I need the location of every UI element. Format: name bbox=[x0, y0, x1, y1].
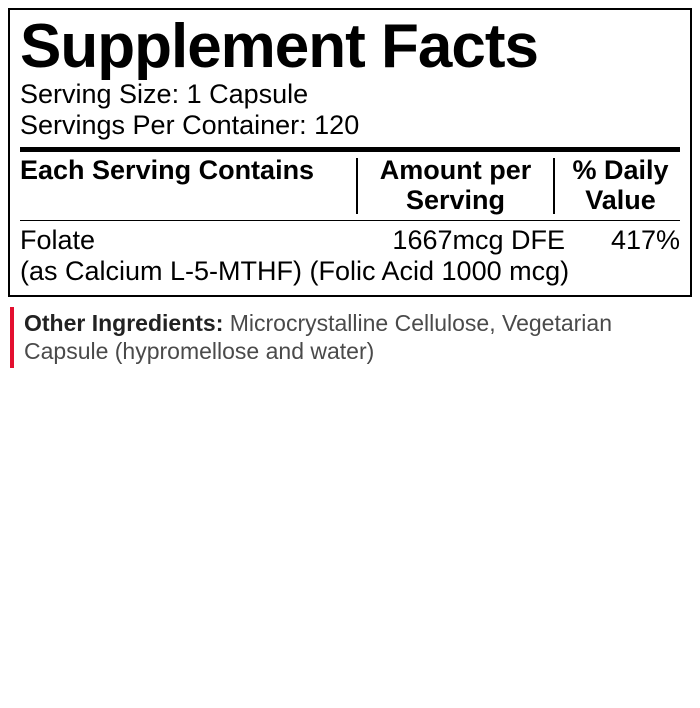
serving-size-value: 1 Capsule bbox=[187, 79, 309, 109]
col-header-amount: Amount per Serving bbox=[358, 156, 553, 215]
other-ingredients-label: Other Ingredients: bbox=[24, 310, 223, 336]
table-row: Folate 1667mcg DFE 417% bbox=[20, 225, 680, 256]
divider-heavy bbox=[20, 147, 680, 152]
serving-size-label: Serving Size: bbox=[20, 79, 179, 109]
supplement-facts-panel: Supplement Facts Serving Size: 1 Capsule… bbox=[8, 8, 692, 297]
servings-per-line: Servings Per Container: 120 bbox=[20, 110, 680, 141]
ingredient-dv: 417% bbox=[565, 225, 680, 256]
col-header-name: Each Serving Contains bbox=[20, 156, 356, 215]
servings-per-value: 120 bbox=[314, 110, 359, 140]
servings-per-label: Servings Per Container: bbox=[20, 110, 307, 140]
ingredient-name: Folate bbox=[20, 225, 350, 256]
ingredient-amount: 1667mcg DFE bbox=[350, 225, 565, 256]
col-header-dv: % Daily Value bbox=[555, 156, 680, 215]
serving-size-line: Serving Size: 1 Capsule bbox=[20, 79, 680, 110]
column-header-row: Each Serving Contains Amount per Serving… bbox=[20, 156, 680, 215]
ingredient-subtext: (as Calcium L-5-MTHF) (Folic Acid 1000 m… bbox=[20, 256, 680, 287]
other-ingredients-block: Other Ingredients: Microcrystalline Cell… bbox=[10, 307, 690, 369]
divider-thin bbox=[20, 220, 680, 221]
panel-title: Supplement Facts bbox=[20, 14, 680, 79]
